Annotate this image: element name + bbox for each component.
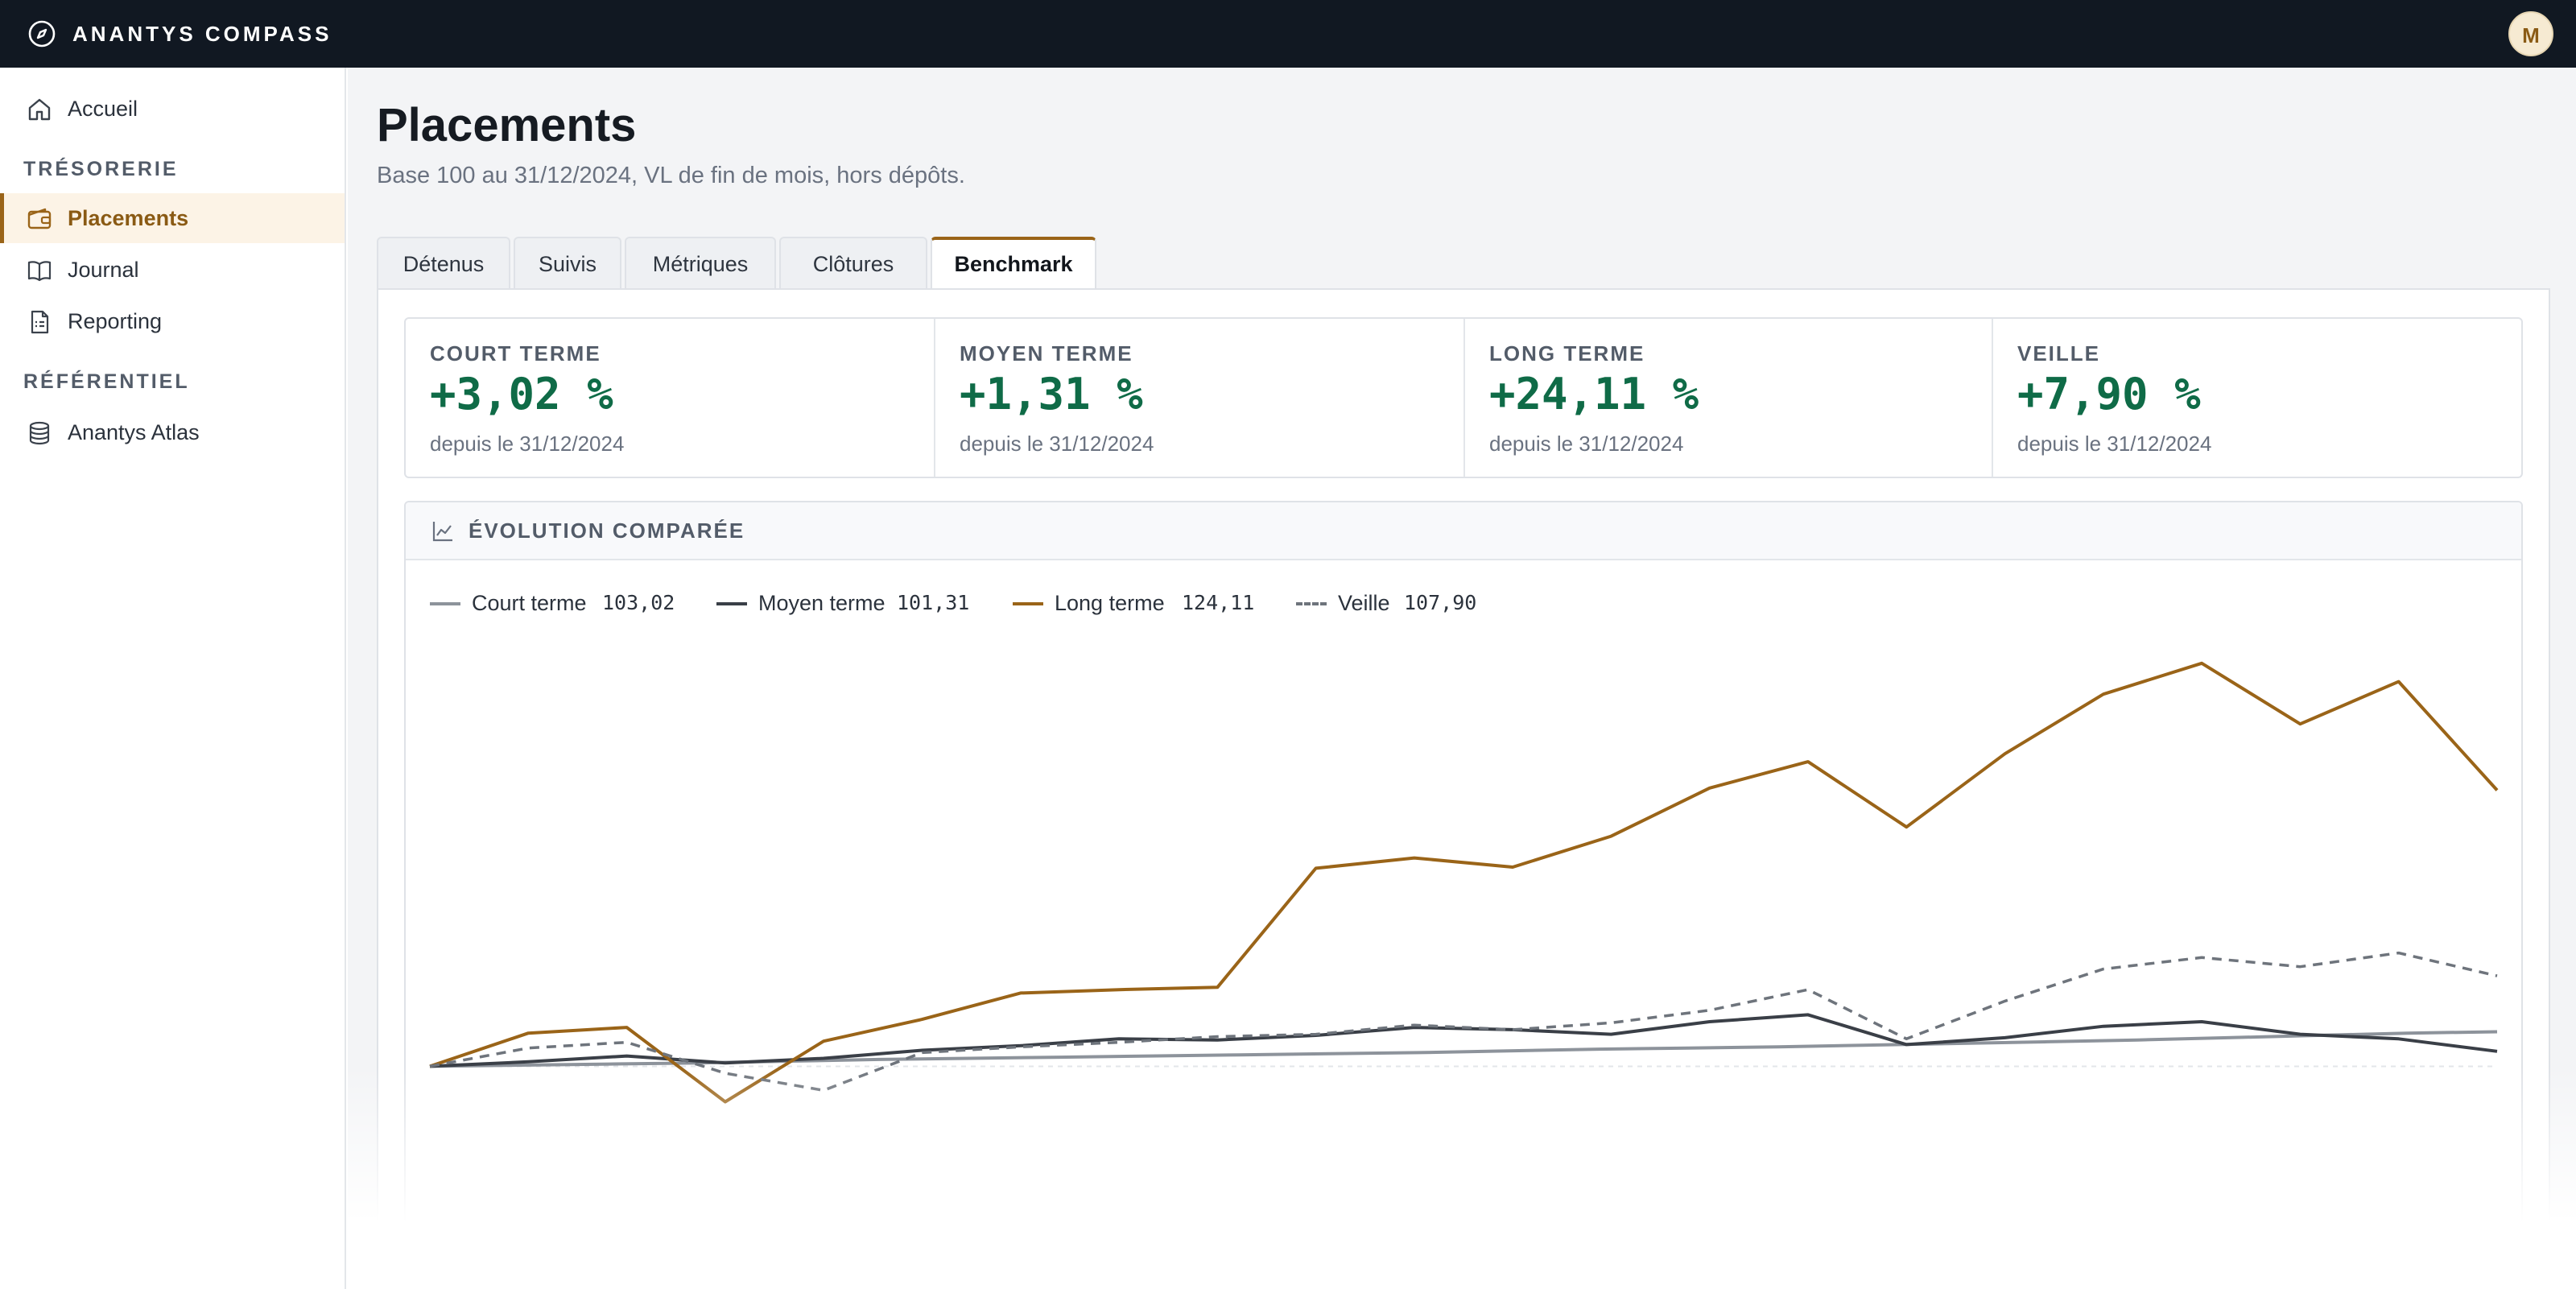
kpi-strip: COURT TERME +3,02 % depuis le 31/12/2024… (404, 317, 2523, 478)
report-icon (31, 310, 49, 334)
legend-value: 103,02 (602, 591, 675, 614)
compass-icon (28, 20, 56, 48)
tab-suivis[interactable]: Suivis (514, 237, 621, 290)
sidebar-item-label: Reporting (68, 309, 163, 333)
series-line-veille[interactable] (429, 951, 2498, 1093)
sidebar-section-tresorerie: TRÉSORERIE (23, 158, 179, 180)
kpi-label: LONG TERME (1489, 341, 1645, 366)
chart-title: ÉVOLUTION COMPARÉE (469, 518, 745, 543)
benchmark-panel: COURT TERME +3,02 % depuis le 31/12/2024… (377, 288, 2550, 1289)
sidebar-item-label: Anantys Atlas (68, 420, 200, 444)
legend-swatch (1013, 602, 1043, 605)
tab-benchmark[interactable]: Benchmark (931, 237, 1096, 291)
legend-name: Moyen terme (758, 591, 886, 615)
sidebar-item-anantys-atlas[interactable]: Anantys Atlas (0, 407, 345, 457)
line-chart (429, 661, 2499, 1104)
legend-name: Long terme (1055, 591, 1165, 615)
kpi-court-terme: COURT TERME +3,02 % depuis le 31/12/2024 (406, 319, 934, 477)
page-subtitle: Base 100 au 31/12/2024, VL de fin de moi… (377, 163, 965, 188)
kpi-value: +24,11 % (1489, 369, 1699, 419)
kpi-since: depuis le 31/12/2024 (2017, 432, 2212, 456)
sidebar-item-label: Journal (68, 258, 139, 282)
sidebar: Accueil TRÉSORERIE Placements Journal Re… (0, 68, 346, 1289)
home-icon (28, 98, 51, 121)
top-bar: ANANTYS COMPASS M (0, 0, 2576, 68)
kpi-label: COURT TERME (430, 341, 601, 366)
sidebar-item-reporting[interactable]: Reporting (0, 296, 345, 346)
sidebar-item-accueil[interactable]: Accueil (0, 84, 345, 134)
line-chart-icon (432, 522, 452, 542)
wallet-icon (27, 208, 52, 229)
series-line-moyen-terme[interactable] (429, 1013, 2498, 1068)
sidebar-item-label: Accueil (68, 97, 138, 121)
sidebar-item-label: Placements (68, 206, 189, 230)
main-content: Placements Base 100 au 31/12/2024, VL de… (348, 68, 2576, 1289)
legend-name: Veille (1338, 591, 1390, 615)
kpi-since: depuis le 31/12/2024 (430, 432, 625, 456)
kpi-value: +1,31 % (960, 369, 1143, 419)
tab-detenus[interactable]: Détenus (377, 237, 510, 290)
page-title: Placements (377, 99, 637, 151)
kpi-moyen-terme: MOYEN TERME +1,31 % depuis le 31/12/2024 (934, 319, 1463, 477)
sidebar-section-referentiel: RÉFÉRENTIEL (23, 370, 190, 393)
legend-value: 101,31 (897, 591, 970, 614)
kpi-since: depuis le 31/12/2024 (960, 432, 1154, 456)
legend-swatch (430, 602, 460, 605)
kpi-since: depuis le 31/12/2024 (1489, 432, 1684, 456)
tab-clotures[interactable]: Clôtures (779, 237, 927, 290)
kpi-veille: VEILLE +7,90 % depuis le 31/12/2024 (1992, 319, 2521, 477)
legend-name: Court terme (472, 591, 587, 615)
series-line-long-terme[interactable] (429, 661, 2499, 1104)
kpi-value: +7,90 % (2017, 369, 2201, 419)
book-icon (27, 261, 52, 282)
sidebar-item-placements[interactable]: Placements (0, 193, 345, 243)
app-name: ANANTYS COMPASS (72, 22, 332, 46)
kpi-label: VEILLE (2017, 341, 2101, 366)
kpi-label: MOYEN TERME (960, 341, 1133, 366)
kpi-long-terme: LONG TERME +24,11 % depuis le 31/12/2024 (1463, 319, 1992, 477)
chart-card: ÉVOLUTION COMPARÉE Court terme 103,02 Mo… (404, 501, 2523, 1225)
legend-swatch (1296, 602, 1327, 605)
kpi-value: +3,02 % (430, 369, 613, 419)
database-icon (29, 421, 50, 445)
legend-value: 124,11 (1182, 591, 1255, 614)
legend-value: 107,90 (1404, 591, 1477, 614)
avatar[interactable]: M (2508, 11, 2553, 56)
sidebar-item-journal[interactable]: Journal (0, 245, 345, 295)
legend-swatch (716, 602, 747, 605)
chart-card-header: ÉVOLUTION COMPARÉE (406, 502, 2521, 560)
tab-metriques[interactable]: Métriques (625, 237, 776, 290)
